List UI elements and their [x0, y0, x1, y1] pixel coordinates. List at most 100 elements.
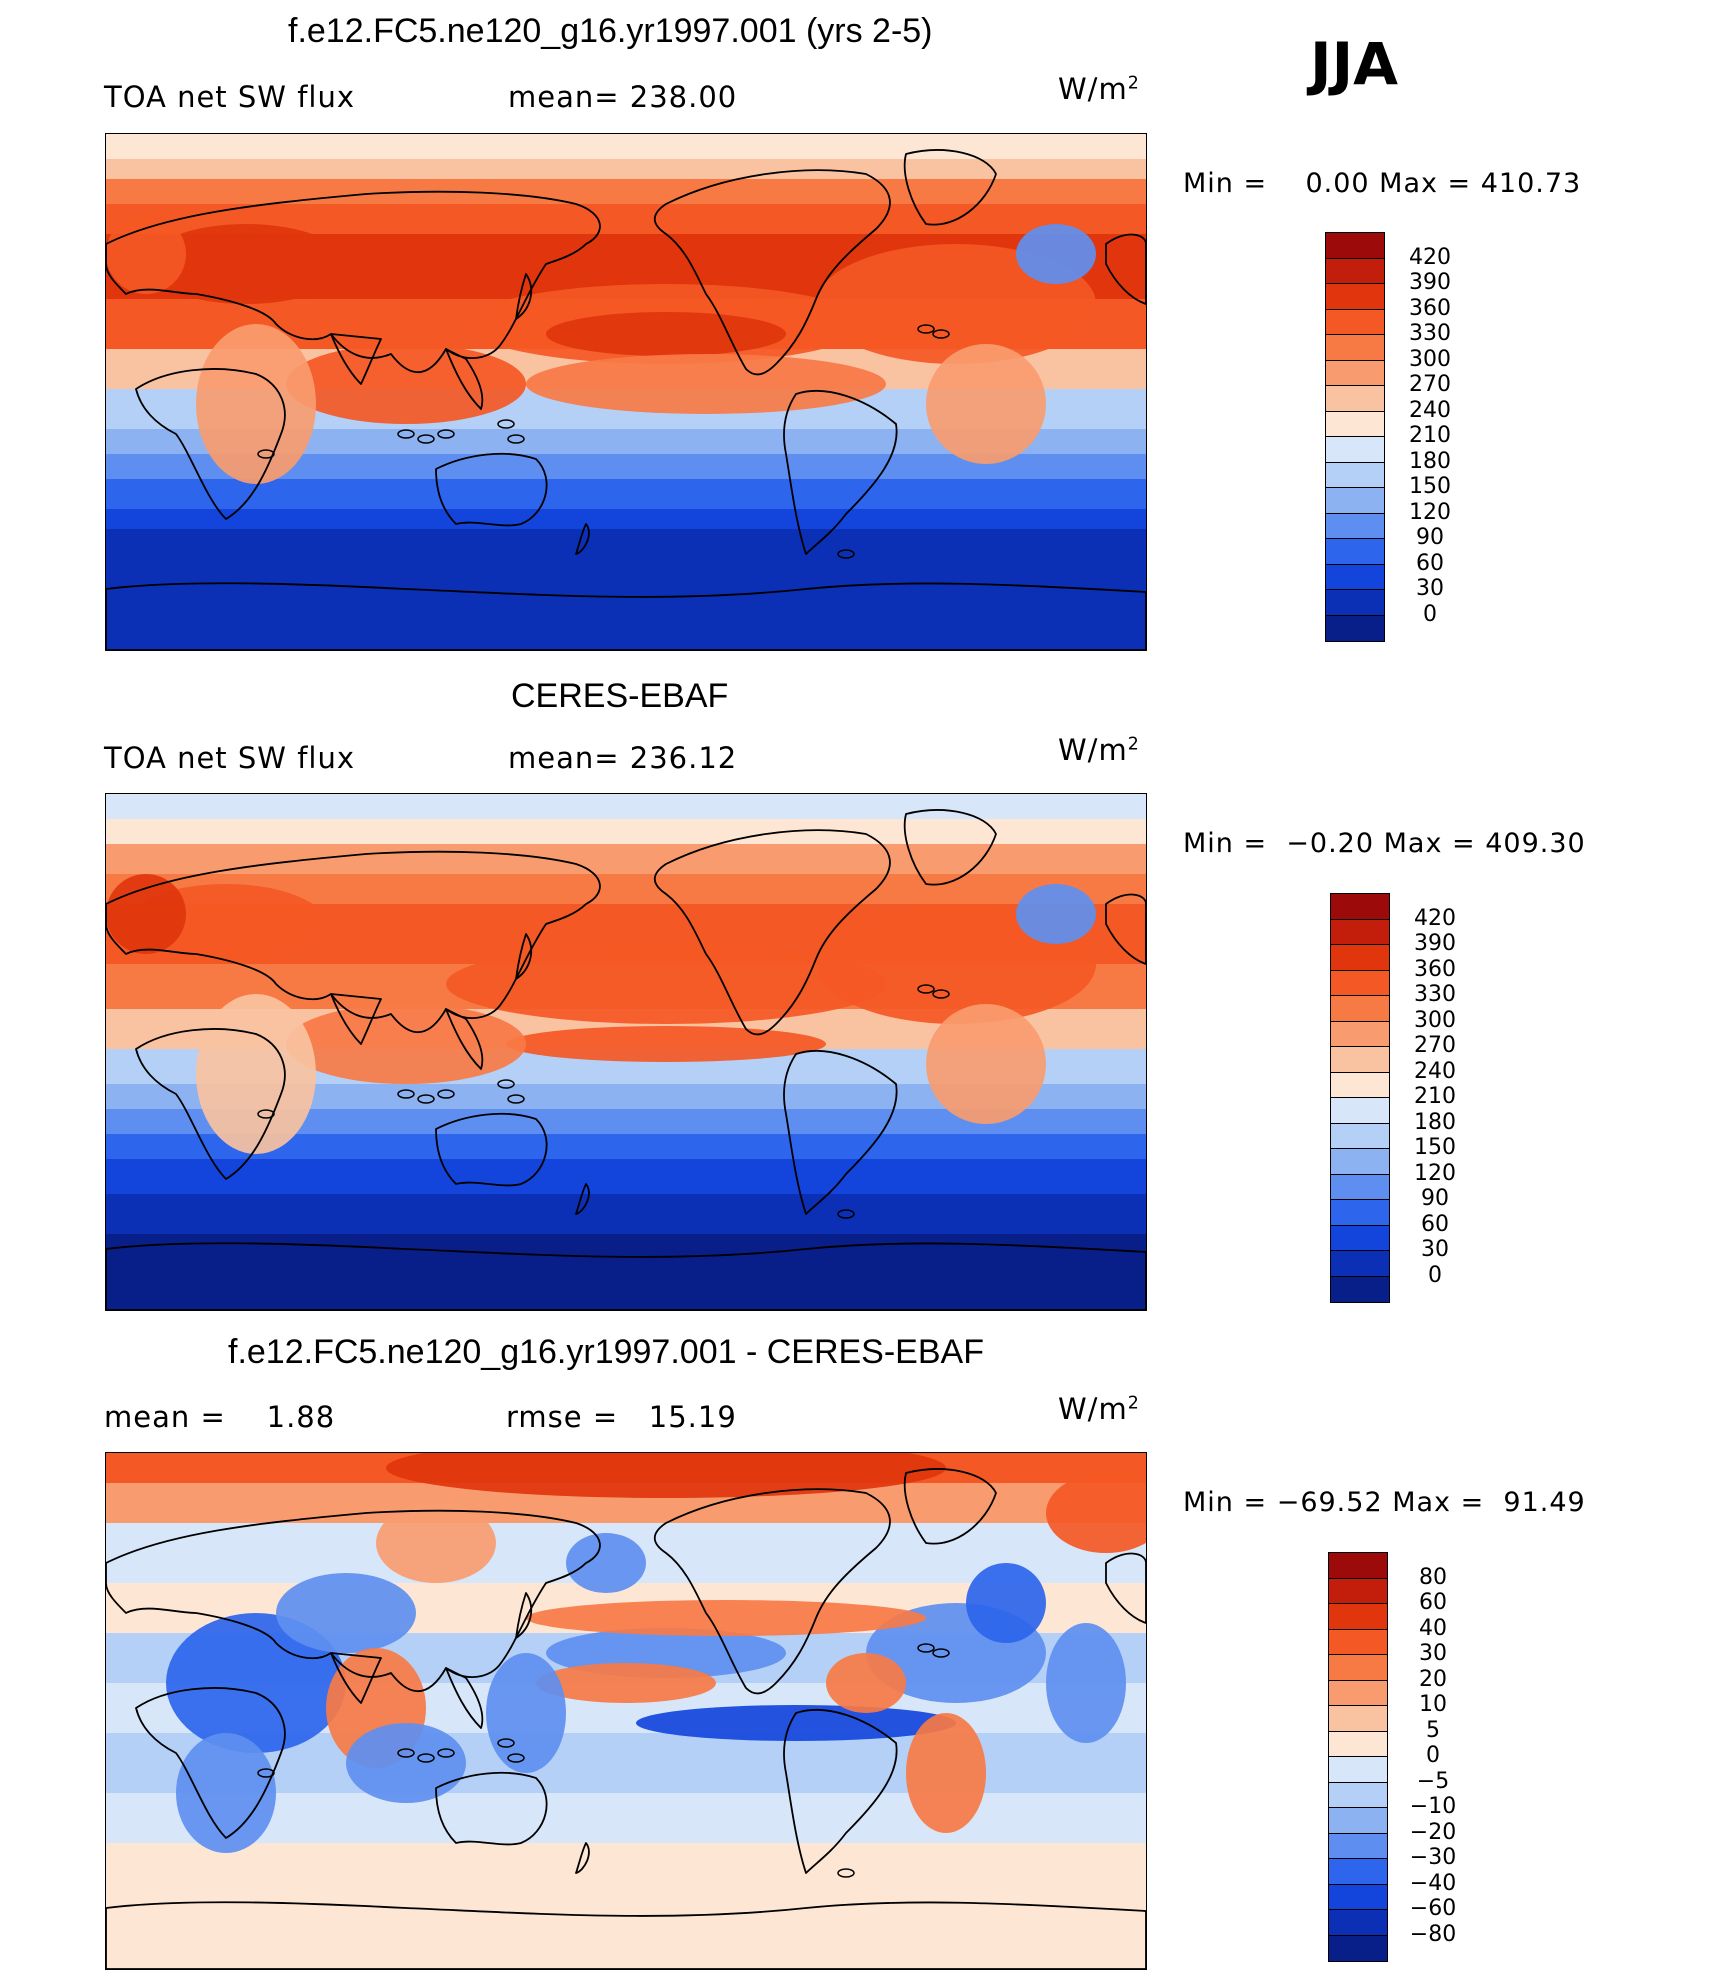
colorbar-swatch [1329, 1731, 1387, 1757]
coastline [330, 993, 382, 1045]
colorbar-tick-label: 90 [1421, 1186, 1449, 1211]
island [437, 1748, 455, 1758]
panel-3-colorbar [1328, 1552, 1388, 1962]
colorbar-swatch [1331, 919, 1389, 945]
coastline [1105, 233, 1146, 305]
colorbar-swatch [1329, 1884, 1387, 1910]
colorbar-tick-label: 240 [1414, 1058, 1456, 1084]
panel-1-colorbar-ticks: 420 390 360 330 300 270 240 210 180 150 120 90 60 30 0 [1400, 232, 1480, 640]
panel-2-mean-label: mean= 236.12 [508, 741, 738, 775]
coastline [435, 1112, 548, 1187]
island [397, 1089, 415, 1099]
panel-2-colorbar [1330, 893, 1390, 1303]
coastline [106, 850, 601, 1034]
colorbar-swatch [1326, 437, 1384, 463]
island [507, 434, 525, 444]
colorbar-swatch [1329, 1859, 1387, 1885]
colorbar-tick-label: 360 [1409, 295, 1451, 321]
colorbar-tick-label: 420 [1409, 244, 1451, 270]
colorbar-swatch [1329, 1553, 1387, 1579]
colorbar-swatch [1331, 1149, 1389, 1175]
panel-3-colorbar-ticks: 80 60 40 30 20 10 5 0 −5 −10 −20 −30 −40 −60 −80 [1403, 1552, 1483, 1960]
colorbar-swatch [1329, 1629, 1387, 1655]
panel-3-map [105, 1452, 1147, 1970]
coastline [1105, 1552, 1146, 1624]
colorbar-swatch [1326, 590, 1384, 616]
panel-1-title: f.e12.FC5.ne120_g16.yr1997.001 (yrs 2-5) [288, 12, 933, 50]
panel-3-minmax: Min = −69.52 Max = 91.49 [1183, 1487, 1586, 1518]
panel-3-mean-label: mean = 1.88 [104, 1400, 336, 1434]
coastline [903, 149, 997, 226]
colorbar-tick-label: 150 [1409, 474, 1451, 499]
colorbar-tick-label: 390 [1409, 270, 1451, 295]
colorbar-tick-label: 210 [1414, 1084, 1456, 1109]
island [932, 329, 950, 339]
island [417, 434, 435, 444]
island [257, 1109, 275, 1119]
colorbar-swatch [1326, 309, 1384, 335]
island [837, 1209, 855, 1219]
coastline [106, 1509, 601, 1693]
colorbar-tick-label: −80 [1409, 1921, 1457, 1947]
panel-2-variable-label: TOA net SW flux [104, 741, 356, 775]
colorbar-tick-label: 90 [1416, 525, 1444, 550]
colorbar-swatch [1329, 1808, 1387, 1834]
colorbar-tick-label: 30 [1419, 1641, 1447, 1666]
colorbar-tick-label: 330 [1409, 321, 1451, 346]
colorbar-tick-label: 80 [1419, 1564, 1447, 1590]
colorbar-tick-label: 120 [1414, 1160, 1456, 1186]
island [507, 1094, 525, 1104]
island [837, 1868, 855, 1878]
coastline [903, 809, 997, 886]
coastline [135, 1028, 286, 1180]
coastline [653, 1488, 891, 1695]
coastline [106, 190, 601, 374]
island [932, 1648, 950, 1658]
colorbar-tick-label: 0 [1428, 1262, 1442, 1288]
island [437, 1089, 455, 1099]
coastline [783, 390, 898, 555]
colorbar-swatch [1329, 1604, 1387, 1630]
colorbar-tick-label: −20 [1409, 1819, 1457, 1845]
colorbar-tick-label: 150 [1414, 1135, 1456, 1160]
island [417, 1094, 435, 1104]
coastline [515, 273, 533, 320]
panel-3-title: f.e12.FC5.ne120_g16.yr1997.001 - CERES-E… [228, 1333, 984, 1371]
colorbar-tick-label: 210 [1409, 423, 1451, 448]
coastline [445, 348, 484, 410]
colorbar-swatch [1331, 1021, 1389, 1047]
coastline [575, 1842, 590, 1874]
colorbar-swatch [1329, 1757, 1387, 1783]
colorbar-tick-label: 180 [1409, 448, 1451, 474]
coastline [653, 169, 891, 376]
island [932, 989, 950, 999]
colorbar-tick-label: 30 [1421, 1237, 1449, 1262]
panel-2-title: CERES-EBAF [511, 677, 729, 715]
colorbar-swatch [1329, 1910, 1387, 1936]
coastline [783, 1709, 898, 1874]
coastline [445, 1667, 484, 1729]
coastline [575, 523, 590, 555]
island [437, 429, 455, 439]
coastline [445, 1008, 484, 1070]
coastline [330, 333, 382, 385]
colorbar-tick-label: −10 [1409, 1794, 1457, 1819]
island [497, 419, 515, 429]
panel-3-unit: W/m2 [1058, 1392, 1140, 1426]
colorbar-swatch [1331, 1276, 1389, 1302]
panel-2-minmax: Min = −0.20 Max = 409.30 [1183, 828, 1586, 859]
island [417, 1753, 435, 1763]
colorbar-swatch [1331, 996, 1389, 1022]
colorbar-swatch [1326, 335, 1384, 361]
panel-2-map [105, 793, 1147, 1311]
island [917, 324, 935, 334]
colorbar-tick-label: 20 [1419, 1666, 1447, 1692]
island [507, 1753, 525, 1763]
colorbar-tick-label: −60 [1409, 1896, 1457, 1921]
colorbar-swatch [1331, 1047, 1389, 1073]
colorbar-swatch [1329, 1833, 1387, 1859]
colorbar-swatch [1326, 615, 1384, 641]
coastline [106, 582, 1146, 650]
panel-2-colorbar-ticks: 420 390 360 330 300 270 240 210 180 150 120 90 60 30 0 [1405, 893, 1485, 1301]
colorbar-swatch [1326, 564, 1384, 590]
